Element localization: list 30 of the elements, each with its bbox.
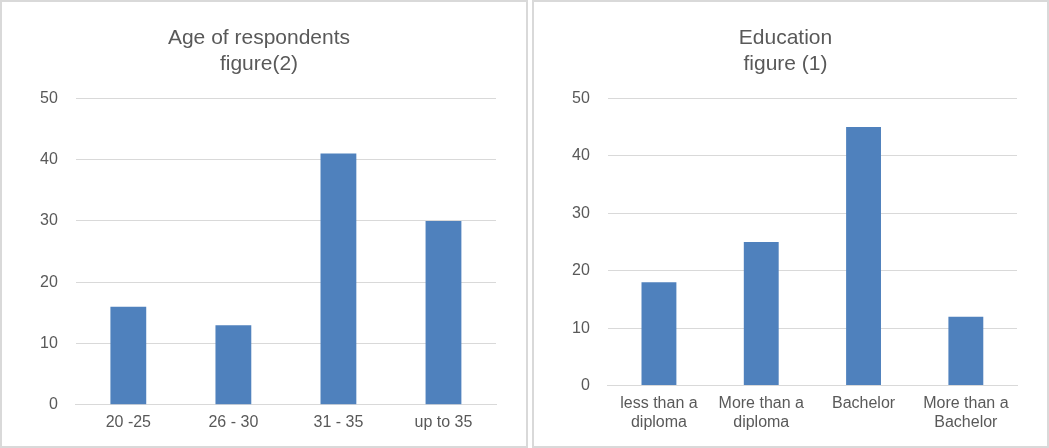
y-tick-label: 10 <box>572 318 590 336</box>
x-tick-label: More than a Bachelor <box>923 393 1009 430</box>
x-tick-label: 20 -25 <box>105 412 152 430</box>
y-tick-label: 50 <box>572 88 590 106</box>
y-tick-label: 10 <box>40 333 58 351</box>
chart-title: Age of respondents figure(2) <box>167 25 351 74</box>
y-tick-label: 20 <box>40 272 58 290</box>
bar <box>110 306 147 405</box>
x-tick-label: 31 - 35 <box>313 412 364 430</box>
bar <box>215 325 252 405</box>
x-tick-label: up to 35 <box>414 412 473 430</box>
x-tick-label: Bachelor <box>831 393 896 411</box>
y-tick-label: 50 <box>40 88 58 106</box>
bar <box>320 153 357 405</box>
x-tick-label: less than a diploma <box>620 393 698 430</box>
y-tick-label: 0 <box>48 395 58 413</box>
bar <box>948 316 984 386</box>
chart-title: Education figure (1) <box>738 25 833 74</box>
bar <box>743 242 779 386</box>
y-tick-label: 40 <box>40 150 58 168</box>
bar <box>641 282 677 386</box>
y-tick-label: 20 <box>572 261 590 279</box>
x-tick-label: More than a diploma <box>718 393 805 430</box>
y-tick-label: 30 <box>40 211 58 229</box>
bar <box>846 127 881 386</box>
x-tick-label: 26 - 30 <box>208 412 259 430</box>
y-tick-label: 40 <box>572 146 590 164</box>
y-tick-label: 0 <box>580 376 590 394</box>
y-tick-label: 30 <box>572 203 590 221</box>
bar <box>425 220 462 405</box>
